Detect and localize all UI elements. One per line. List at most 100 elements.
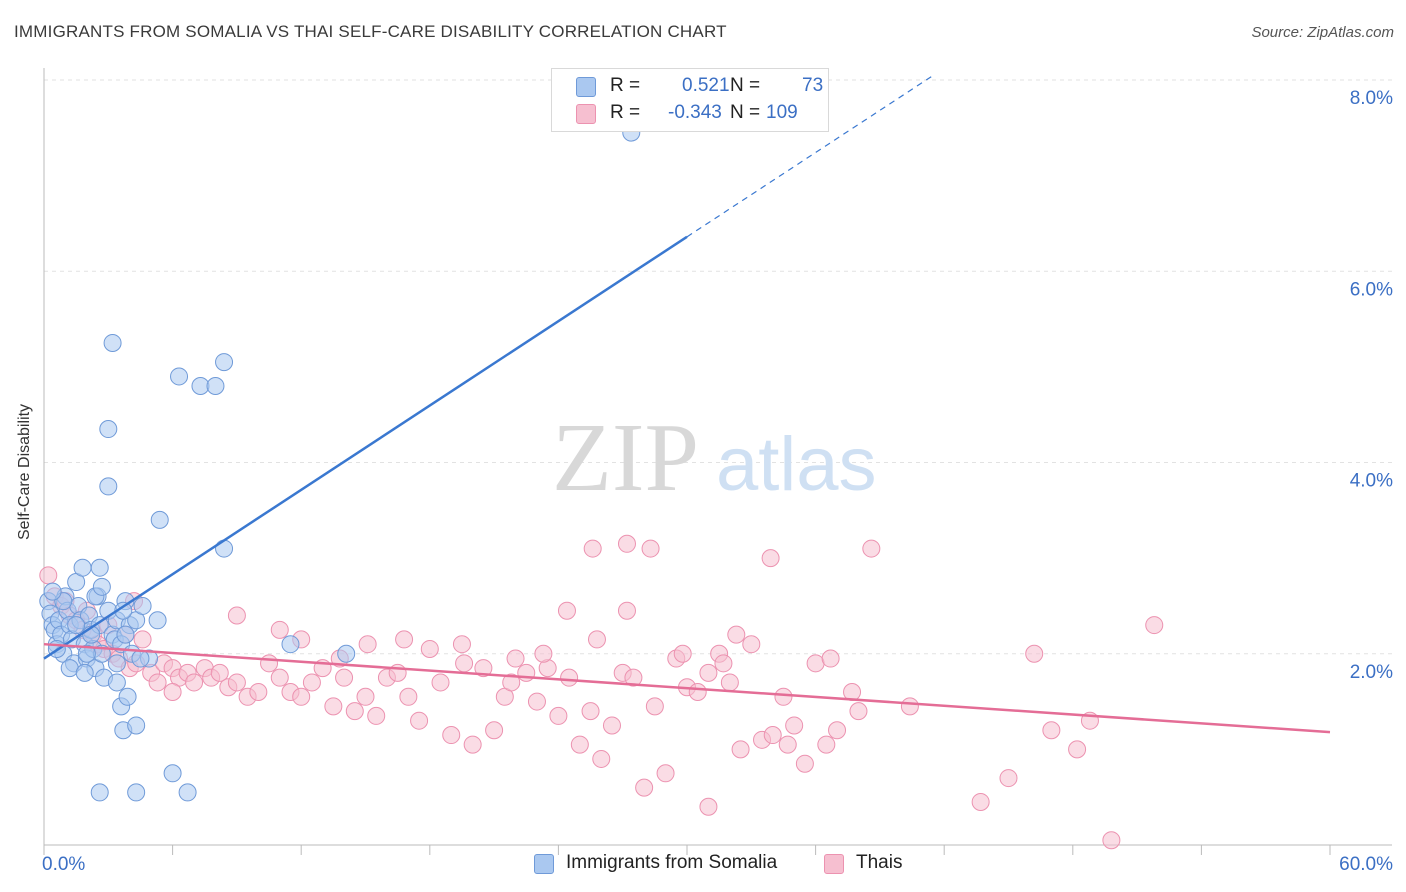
somalia-point: [215, 539, 234, 558]
legend-swatch-thais: [576, 104, 596, 124]
legend-r-label: R =: [610, 75, 641, 96]
thais-point: [210, 663, 229, 682]
thais-point: [673, 644, 692, 663]
thais-point: [817, 735, 836, 754]
thais-point: [742, 635, 761, 654]
somalia-point: [90, 783, 109, 802]
thais-point: [431, 673, 450, 692]
somalia-point: [150, 510, 169, 529]
thais-point: [395, 630, 414, 649]
thais-trend-line: [43, 642, 1331, 734]
bottom-legend-swatch-somalia: [534, 854, 554, 874]
thais-point: [761, 549, 780, 568]
legend-n-value: 73: [802, 75, 824, 96]
thais-point: [358, 635, 377, 654]
somalia-point: [127, 783, 146, 802]
x-tick-label: 60.0%: [1339, 854, 1393, 875]
thais-point: [1145, 616, 1164, 635]
thais-point: [356, 687, 375, 706]
bottom-legend-label-somalia: Immigrants from Somalia: [566, 852, 778, 873]
trend-lines: [43, 74, 1331, 734]
watermark-zip: ZIP: [552, 404, 699, 512]
thais-point: [410, 711, 429, 730]
thais-point: [635, 778, 654, 797]
thais-point: [763, 726, 782, 745]
thais-point: [39, 566, 58, 585]
legend-swatch-somalia: [576, 77, 596, 97]
somalia-point: [107, 673, 126, 692]
thais-point: [148, 673, 167, 692]
somalia-point: [99, 477, 118, 496]
y-tick-label: 6.0%: [1350, 279, 1393, 300]
thais-point: [367, 706, 386, 725]
thais-point: [617, 534, 636, 553]
thais-point: [335, 668, 354, 687]
somalia-point: [67, 616, 86, 635]
watermark: ZIP atlas: [552, 404, 877, 512]
thais-point: [324, 697, 343, 716]
y-tick-label: 4.0%: [1350, 471, 1393, 492]
thais-point: [452, 635, 471, 654]
thais-point: [270, 668, 289, 687]
thais-point: [999, 769, 1018, 788]
thais-point: [463, 735, 482, 754]
source-label: Source: ZipAtlas.com: [1251, 24, 1394, 41]
thais-point: [527, 692, 546, 711]
tick-labels: 2.0% 4.0% 6.0% 8.0% 0.0% 60.0%: [42, 88, 1393, 875]
thais-point: [1068, 740, 1087, 759]
y-tick-label: 8.0%: [1350, 88, 1393, 109]
somalia-point: [133, 596, 152, 615]
thais-point: [345, 702, 364, 721]
thais-point: [570, 735, 589, 754]
somalia-point: [90, 558, 109, 577]
thais-point: [557, 601, 576, 620]
thais-point: [641, 539, 660, 558]
bottom-legend-swatch-thais: [824, 854, 844, 874]
thais-points: [39, 534, 1164, 850]
thais-point: [785, 716, 804, 735]
somalia-point: [127, 716, 146, 735]
thais-point: [260, 654, 279, 673]
somalia-point: [107, 654, 126, 673]
thais-point: [699, 663, 718, 682]
thais-point: [249, 683, 268, 701]
thais-point: [474, 659, 493, 678]
somalia-point: [116, 625, 135, 644]
axes: [43, 68, 1392, 855]
somalia-point: [103, 333, 122, 352]
thais-point: [1042, 721, 1061, 740]
thais-point: [714, 654, 733, 673]
legend-n-value: 109: [766, 102, 798, 123]
thais-point: [602, 716, 621, 735]
legend-r-value: -0.343: [668, 102, 722, 123]
thais-point: [302, 673, 321, 692]
thais-point: [624, 668, 643, 687]
thais-point: [778, 735, 797, 754]
somalia-point: [148, 611, 167, 630]
bottom-legend-label-thais: Thais: [856, 852, 903, 873]
thais-point: [534, 644, 553, 663]
thais-point: [592, 749, 611, 768]
legend-n-label: N =: [730, 102, 761, 123]
thais-point: [900, 697, 919, 716]
thais-point: [774, 687, 793, 706]
somalia-point: [281, 635, 300, 654]
thais-point: [227, 673, 246, 692]
somalia-point: [131, 649, 150, 668]
thais-point: [971, 792, 990, 811]
somalia-point: [77, 644, 96, 663]
thais-point: [617, 601, 636, 620]
chart-title: IMMIGRANTS FROM SOMALIA VS THAI SELF-CAR…: [14, 22, 727, 41]
thais-point: [485, 721, 504, 740]
thais-point: [185, 673, 204, 692]
thais-point: [656, 764, 675, 783]
somalia-point: [163, 764, 182, 783]
thais-point: [699, 797, 718, 816]
thais-point: [587, 630, 606, 649]
gridlines: [44, 79, 1392, 655]
thais-point: [1102, 831, 1121, 850]
somalia-point: [178, 783, 197, 802]
somalia-point: [191, 377, 210, 395]
somalia-point: [215, 353, 234, 372]
